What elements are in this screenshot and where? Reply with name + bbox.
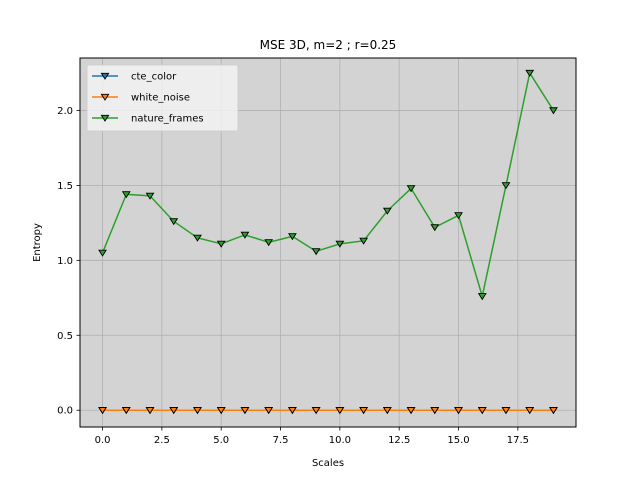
data-point bbox=[121, 407, 131, 415]
data-point bbox=[454, 407, 463, 415]
data-point bbox=[501, 407, 511, 415]
data-point bbox=[216, 407, 226, 415]
y-tick-label: 0.5 bbox=[57, 331, 73, 342]
y-tick-label: 1.0 bbox=[57, 256, 73, 267]
data-point bbox=[454, 212, 463, 220]
data-point bbox=[359, 237, 369, 245]
data-point bbox=[240, 231, 250, 239]
data-point bbox=[406, 407, 416, 415]
y-tick-label: 0.0 bbox=[57, 406, 73, 417]
legend: cte_color white_noise nature_frames bbox=[86, 64, 239, 132]
data-point bbox=[169, 218, 179, 226]
y-axis-label: Entropy bbox=[32, 223, 43, 262]
data-point bbox=[430, 224, 440, 232]
data-point bbox=[335, 407, 345, 415]
data-point bbox=[240, 407, 250, 415]
data-point bbox=[98, 249, 107, 257]
legend-marker bbox=[100, 72, 110, 80]
data-point bbox=[335, 240, 345, 248]
data-point bbox=[430, 407, 440, 415]
x-tick-label: 2.5 bbox=[154, 435, 170, 446]
x-tick-label: 17.5 bbox=[507, 435, 529, 446]
data-point bbox=[477, 293, 487, 301]
data-point bbox=[264, 407, 274, 415]
series-layer bbox=[98, 69, 558, 415]
x-tick-label: 15.0 bbox=[447, 435, 469, 446]
legend-label: cte_color bbox=[131, 72, 177, 83]
legend-box bbox=[86, 64, 239, 132]
data-point bbox=[264, 239, 274, 247]
x-axis: 0.0 2.5 5.0 7.5 10.0 12.5 15.0 17.5 bbox=[95, 427, 529, 446]
y-axis: 0.0 0.5 1.0 1.5 2.0 bbox=[57, 106, 80, 417]
data-point bbox=[287, 233, 297, 241]
data-point bbox=[525, 69, 535, 77]
data-point bbox=[98, 407, 107, 415]
x-axis-label: Scales bbox=[312, 458, 344, 469]
data-point bbox=[193, 407, 202, 415]
legend-item-cte_color: cte_color bbox=[92, 72, 177, 83]
data-point bbox=[525, 407, 535, 415]
series-nature_frames bbox=[98, 69, 558, 301]
data-point bbox=[311, 407, 321, 415]
data-point bbox=[382, 207, 392, 215]
data-point bbox=[216, 240, 226, 248]
data-point bbox=[311, 248, 321, 256]
data-point bbox=[501, 182, 511, 190]
y-tick-label: 2.0 bbox=[57, 106, 73, 117]
data-point bbox=[359, 407, 369, 415]
x-tick-label: 5.0 bbox=[213, 435, 229, 446]
x-tick-label: 12.5 bbox=[388, 435, 410, 446]
plot-frame bbox=[79, 57, 577, 428]
data-point bbox=[549, 107, 558, 115]
y-tick-label: 1.5 bbox=[57, 181, 73, 192]
data-point bbox=[382, 407, 392, 415]
x-tick-label: 7.5 bbox=[273, 435, 289, 446]
data-point bbox=[549, 407, 558, 415]
data-point bbox=[145, 407, 155, 415]
x-tick-label: 10.0 bbox=[329, 435, 351, 446]
data-point bbox=[477, 407, 487, 415]
x-tick-label: 0.0 bbox=[95, 435, 111, 446]
data-point bbox=[145, 192, 155, 200]
series-line bbox=[101, 71, 555, 297]
legend-item-white_noise: white_noise bbox=[92, 93, 190, 104]
legend-item-nature_frames: nature_frames bbox=[92, 114, 204, 125]
data-point bbox=[169, 407, 179, 415]
series-white_noise bbox=[98, 407, 558, 415]
legend-label: white_noise bbox=[131, 93, 190, 104]
legend-marker bbox=[100, 93, 110, 101]
data-point bbox=[121, 191, 131, 199]
chart-title: MSE 3D, m=2 ; r=0.25 bbox=[260, 38, 397, 52]
data-point bbox=[193, 234, 202, 242]
legend-label: nature_frames bbox=[131, 114, 204, 125]
legend-marker bbox=[100, 114, 110, 122]
data-point bbox=[287, 407, 297, 415]
data-point bbox=[406, 185, 416, 193]
